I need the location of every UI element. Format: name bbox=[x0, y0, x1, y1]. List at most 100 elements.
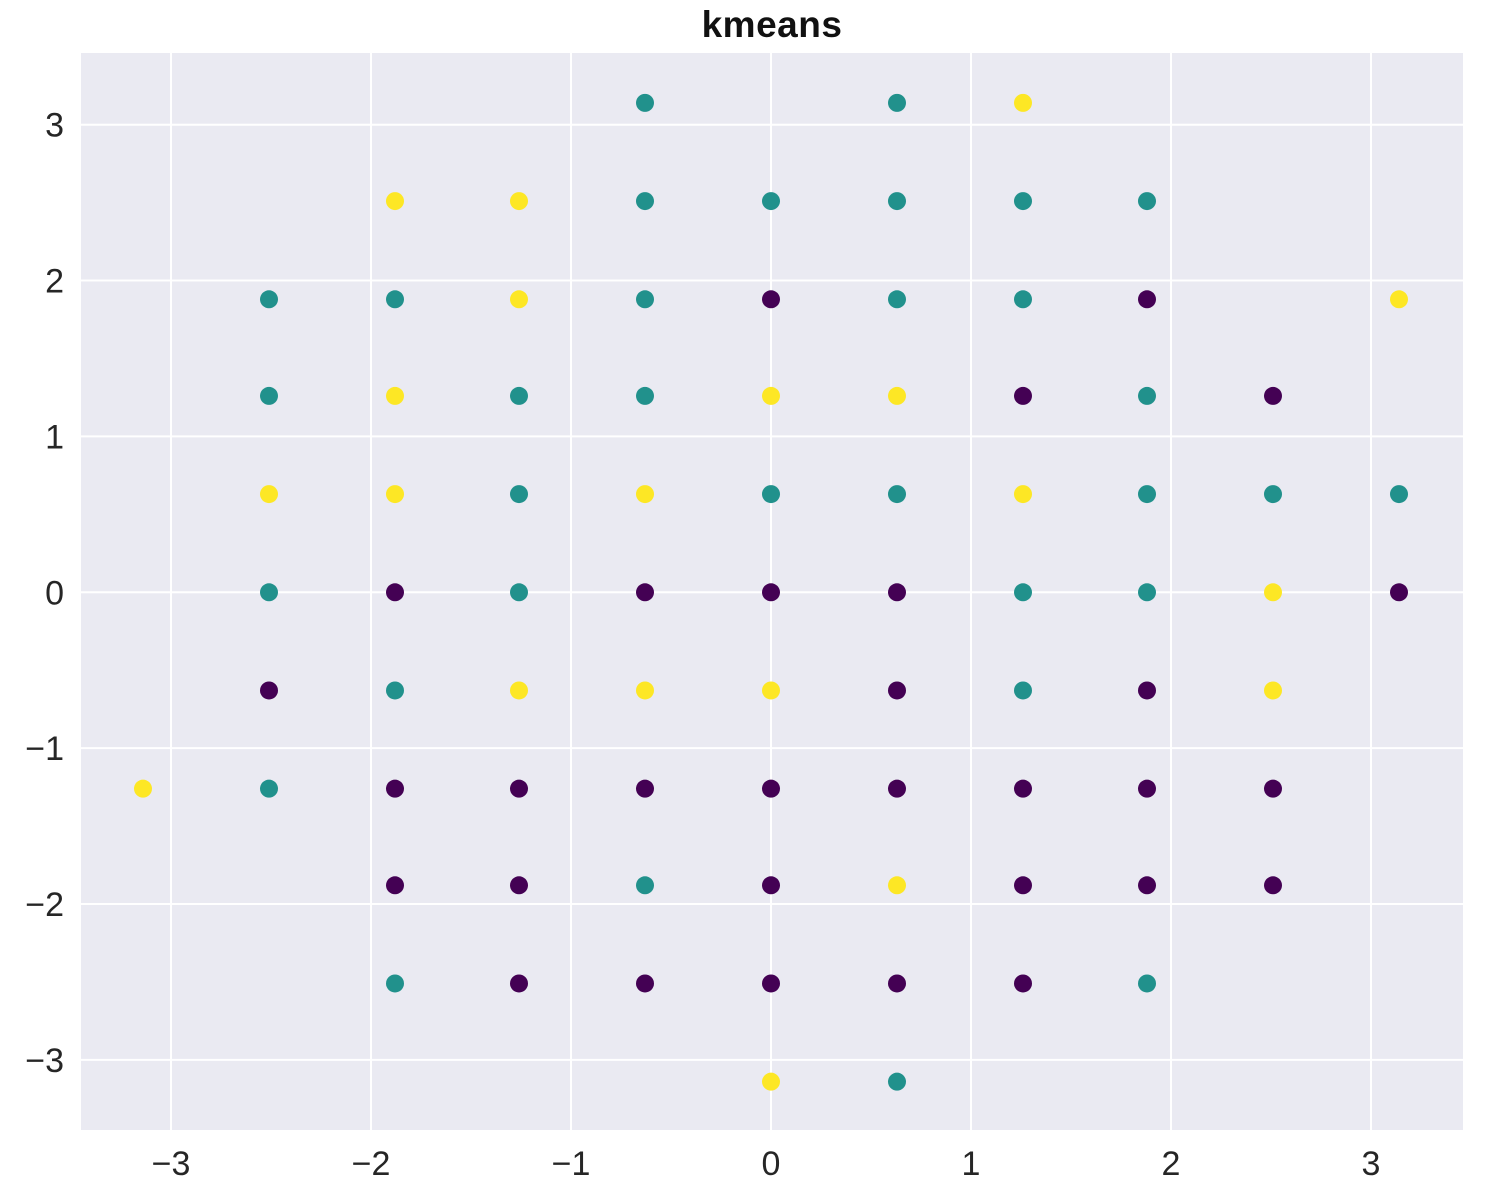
x-tick-label: 3 bbox=[1362, 1145, 1381, 1183]
x-tick-label: −2 bbox=[352, 1145, 391, 1183]
data-point-cluster-0-purple bbox=[1138, 290, 1156, 309]
data-point-cluster-0-purple bbox=[1138, 681, 1156, 700]
data-point-cluster-0-purple bbox=[386, 779, 404, 798]
data-point-cluster-1-teal bbox=[636, 876, 654, 895]
data-point-cluster-0-purple bbox=[888, 779, 906, 798]
data-point-cluster-0-purple bbox=[1264, 876, 1282, 895]
data-point-cluster-1-teal bbox=[260, 290, 278, 309]
data-point-cluster-1-teal bbox=[1264, 485, 1282, 504]
data-point-cluster-0-purple bbox=[510, 876, 528, 895]
data-point-cluster-2-yellow bbox=[762, 1072, 780, 1091]
data-point-cluster-0-purple bbox=[1014, 974, 1032, 993]
data-point-cluster-0-purple bbox=[260, 681, 278, 700]
data-point-cluster-0-purple bbox=[510, 779, 528, 798]
data-point-cluster-0-purple bbox=[1138, 779, 1156, 798]
data-point-cluster-0-purple bbox=[1014, 386, 1032, 405]
y-tick-label: −2 bbox=[25, 886, 64, 924]
data-point-cluster-1-teal bbox=[1014, 290, 1032, 309]
x-tick-label: −3 bbox=[152, 1145, 191, 1183]
x-tick-label: 2 bbox=[1162, 1145, 1181, 1183]
data-point-cluster-1-teal bbox=[260, 386, 278, 405]
data-point-cluster-0-purple bbox=[762, 876, 780, 895]
y-tick-label: 1 bbox=[45, 418, 64, 456]
data-point-cluster-2-yellow bbox=[510, 681, 528, 700]
data-point-cluster-2-yellow bbox=[762, 681, 780, 700]
x-tick-label: −1 bbox=[552, 1145, 591, 1183]
y-tick-label: −3 bbox=[25, 1042, 64, 1080]
data-point-cluster-1-teal bbox=[888, 1072, 906, 1091]
data-point-cluster-0-purple bbox=[1264, 779, 1282, 798]
data-point-cluster-0-purple bbox=[636, 583, 654, 602]
data-point-cluster-1-teal bbox=[636, 93, 654, 112]
data-point-cluster-2-yellow bbox=[1014, 485, 1032, 504]
data-point-cluster-2-yellow bbox=[888, 876, 906, 895]
data-point-cluster-0-purple bbox=[1390, 583, 1408, 602]
data-point-cluster-1-teal bbox=[386, 681, 404, 700]
data-point-cluster-2-yellow bbox=[134, 779, 152, 798]
data-point-cluster-2-yellow bbox=[888, 386, 906, 405]
data-point-cluster-2-yellow bbox=[386, 192, 404, 211]
data-point-cluster-2-yellow bbox=[510, 290, 528, 309]
data-point-cluster-2-yellow bbox=[762, 386, 780, 405]
data-point-cluster-0-purple bbox=[1138, 876, 1156, 895]
data-point-cluster-0-purple bbox=[888, 974, 906, 993]
data-point-cluster-2-yellow bbox=[1014, 93, 1032, 112]
y-tick-label: 2 bbox=[45, 263, 64, 301]
data-point-cluster-1-teal bbox=[888, 485, 906, 504]
data-point-cluster-1-teal bbox=[888, 192, 906, 211]
data-point-cluster-2-yellow bbox=[1264, 583, 1282, 602]
data-point-cluster-0-purple bbox=[1264, 386, 1282, 405]
data-point-cluster-1-teal bbox=[636, 192, 654, 211]
x-tick-label: 1 bbox=[962, 1145, 981, 1183]
data-point-cluster-1-teal bbox=[510, 583, 528, 602]
data-point-cluster-1-teal bbox=[1014, 192, 1032, 211]
data-point-cluster-2-yellow bbox=[260, 485, 278, 504]
data-point-cluster-1-teal bbox=[1138, 485, 1156, 504]
y-tick-label: −1 bbox=[25, 730, 64, 768]
data-point-cluster-1-teal bbox=[1138, 386, 1156, 405]
data-point-cluster-1-teal bbox=[1138, 583, 1156, 602]
data-point-cluster-1-teal bbox=[386, 974, 404, 993]
data-point-cluster-2-yellow bbox=[636, 681, 654, 700]
data-point-cluster-1-teal bbox=[1138, 974, 1156, 993]
x-tick-label: 0 bbox=[762, 1145, 781, 1183]
data-point-cluster-2-yellow bbox=[636, 485, 654, 504]
data-point-cluster-2-yellow bbox=[386, 386, 404, 405]
data-point-cluster-0-purple bbox=[386, 583, 404, 602]
data-point-cluster-2-yellow bbox=[510, 192, 528, 211]
data-point-cluster-1-teal bbox=[386, 290, 404, 309]
data-point-cluster-0-purple bbox=[888, 681, 906, 700]
data-point-cluster-1-teal bbox=[888, 290, 906, 309]
data-point-cluster-0-purple bbox=[636, 779, 654, 798]
data-point-cluster-1-teal bbox=[260, 779, 278, 798]
data-point-cluster-0-purple bbox=[762, 583, 780, 602]
data-point-cluster-1-teal bbox=[1014, 681, 1032, 700]
data-point-cluster-0-purple bbox=[510, 974, 528, 993]
data-point-cluster-0-purple bbox=[386, 876, 404, 895]
data-point-cluster-1-teal bbox=[888, 93, 906, 112]
data-point-cluster-0-purple bbox=[888, 583, 906, 602]
data-point-cluster-1-teal bbox=[636, 290, 654, 309]
data-point-cluster-1-teal bbox=[636, 386, 654, 405]
data-point-cluster-1-teal bbox=[1138, 192, 1156, 211]
data-point-cluster-1-teal bbox=[762, 192, 780, 211]
data-point-cluster-0-purple bbox=[762, 779, 780, 798]
chart-title: kmeans bbox=[701, 4, 843, 45]
data-point-cluster-1-teal bbox=[1390, 485, 1408, 504]
y-tick-label: 0 bbox=[45, 574, 64, 612]
data-point-cluster-0-purple bbox=[1014, 779, 1032, 798]
data-point-cluster-0-purple bbox=[762, 290, 780, 309]
data-point-cluster-1-teal bbox=[510, 386, 528, 405]
data-point-cluster-2-yellow bbox=[1264, 681, 1282, 700]
data-point-cluster-2-yellow bbox=[1390, 290, 1408, 309]
data-point-cluster-1-teal bbox=[510, 485, 528, 504]
data-point-cluster-1-teal bbox=[260, 583, 278, 602]
data-point-cluster-0-purple bbox=[762, 974, 780, 993]
data-point-cluster-1-teal bbox=[1014, 583, 1032, 602]
data-point-cluster-0-purple bbox=[1014, 876, 1032, 895]
data-point-cluster-2-yellow bbox=[386, 485, 404, 504]
data-point-cluster-1-teal bbox=[762, 485, 780, 504]
data-point-cluster-0-purple bbox=[636, 974, 654, 993]
